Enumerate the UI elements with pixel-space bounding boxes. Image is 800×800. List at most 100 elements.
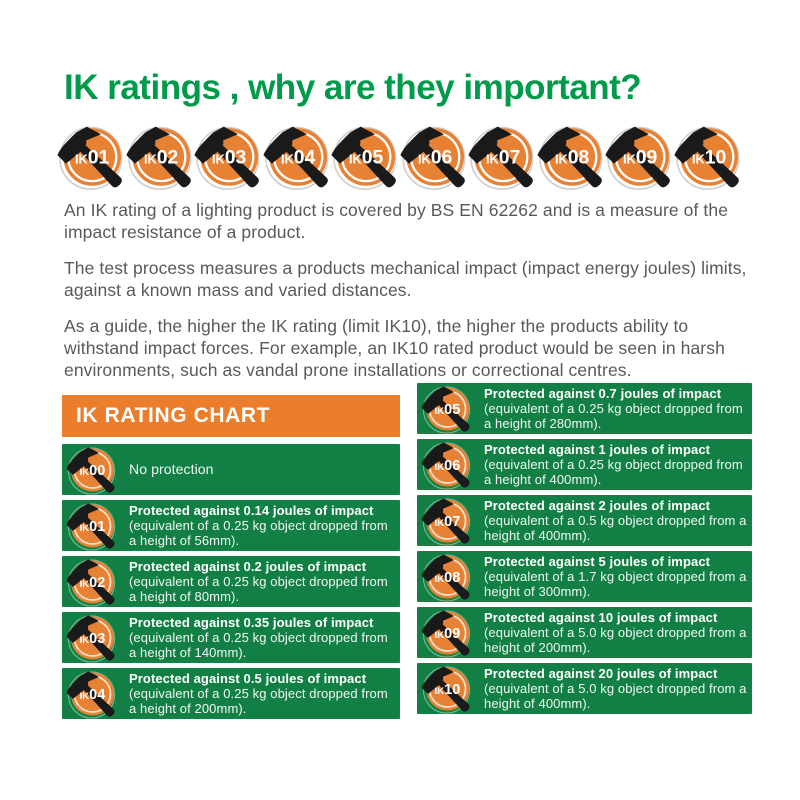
ik-badge-ik10: IK10 — [674, 121, 742, 193]
badge-slot: IK10 — [421, 664, 472, 714]
ik-badge-ik07: IK07 — [468, 121, 536, 193]
hammer-icon — [66, 446, 115, 493]
row-impact-text: Protected against 0.2 joules of impact — [129, 558, 367, 574]
intro-paragraph-1: An IK rating of a lighting product is co… — [64, 200, 729, 243]
ik-badge-icon: IK03 — [66, 614, 116, 663]
badge-label: IK00 — [80, 463, 106, 479]
badge-outer-ring — [67, 614, 116, 663]
intro-text-block: An IK rating of a lighting product is co… — [64, 199, 764, 395]
ik-badge-ik09: IK09 — [605, 121, 673, 193]
hammer-icon — [537, 126, 602, 188]
ik-badge-icon: IK06 — [400, 126, 466, 190]
badge-label: IK07 — [486, 147, 520, 169]
chart-header: IK RATING CHART — [62, 395, 400, 437]
badge-slot: IK02 — [66, 557, 117, 607]
ik-badge-icon: IK09 — [605, 126, 671, 190]
chart-column-left: IK RATING CHART IK00 No protection IK01 … — [62, 383, 400, 724]
hammer-icon — [421, 441, 470, 488]
row-impact-text: Protected against 0.5 joules of impact — [129, 670, 367, 686]
ik-rating-chart: IK RATING CHART IK00 No protection IK01 … — [62, 383, 752, 724]
row-equivalent-text: (equivalent of a 0.5 kg object dropped f… — [484, 512, 747, 544]
row-text: Protected against 0.5 joules of impact (… — [129, 671, 400, 717]
hammer-icon — [421, 665, 470, 712]
badge-outer-ring — [333, 126, 397, 190]
ik-badge-icon: IK10 — [421, 665, 471, 714]
ik-badge-icon: IK05 — [421, 385, 471, 434]
row-impact-text: Protected against 20 joules of impact — [484, 665, 718, 681]
badge-outer-ring — [422, 441, 471, 490]
badge-outer-ring — [607, 126, 671, 190]
badge-label: IK08 — [435, 570, 461, 586]
ik-badge-icon: IK10 — [674, 126, 740, 190]
ik-badge-ik04: IK04 — [263, 121, 331, 193]
badge-slot: IK03 — [66, 613, 117, 663]
badge-outer-ring — [422, 385, 471, 434]
badge-label: IK01 — [75, 147, 110, 169]
row-text: Protected against 5 joules of impact (eq… — [484, 554, 752, 600]
badge-outer-ring — [422, 609, 471, 658]
badge-label: IK04 — [281, 147, 316, 169]
ik-badge-icon: IK07 — [421, 497, 471, 546]
hammer-icon — [421, 497, 470, 544]
row-impact-text: Protected against 0.7 joules of impact — [484, 385, 722, 401]
ik-badge-ik05: IK05 — [331, 121, 399, 193]
badge-label: IK10 — [692, 147, 726, 169]
badge-label: IK02 — [80, 575, 106, 591]
row-text: Protected against 0.35 joules of impact … — [129, 615, 400, 661]
row-impact-text: Protected against 10 joules of impact — [484, 609, 718, 625]
ik-rating-row-ik01: IK01 Protected against 0.14 joules of im… — [62, 500, 400, 551]
badge-slot: IK09 — [421, 608, 472, 658]
row-equivalent-text: (equivalent of a 5.0 kg object dropped f… — [484, 624, 747, 656]
row-impact-text: Protected against 0.35 joules of impact — [129, 614, 374, 630]
ik-rating-row-ik05: IK05 Protected against 0.7 joules of imp… — [417, 383, 752, 434]
badge-label: IK05 — [435, 402, 461, 418]
hammer-icon — [468, 126, 534, 188]
intro-paragraph-3: As a guide, the higher the IK rating (li… — [64, 315, 725, 381]
ik-rating-row-ik00: IK00 No protection — [62, 444, 400, 495]
badge-slot: IK05 — [421, 384, 472, 434]
row-equivalent-text: (equivalent of a 0.25 kg object dropped … — [484, 400, 743, 432]
row-text: Protected against 10 joules of impact (e… — [484, 610, 752, 656]
hammer-icon — [421, 385, 470, 432]
hammer-icon — [331, 126, 397, 188]
hammer-icon — [66, 558, 115, 605]
badge-outer-ring — [67, 446, 116, 495]
badge-outer-ring — [470, 126, 534, 190]
ik-badge-icon: IK09 — [421, 609, 471, 658]
badge-outer-ring — [422, 665, 471, 714]
badge-slot: IK04 — [66, 669, 117, 719]
badge-label: IK03 — [80, 631, 106, 647]
ik-badge-icon: IK04 — [66, 670, 116, 719]
badge-label: IK06 — [435, 458, 461, 474]
badge-label: IK06 — [418, 147, 453, 169]
badge-slot: IK08 — [421, 552, 472, 602]
badge-label: IK02 — [144, 147, 179, 169]
row-equivalent-text: (equivalent of a 0.25 kg object dropped … — [129, 517, 388, 549]
badge-outer-ring — [401, 126, 466, 190]
badge-slot: IK06 — [421, 440, 472, 490]
ik-badge-ik02: IK02 — [125, 121, 194, 193]
row-text: Protected against 0.7 joules of impact (… — [484, 386, 752, 432]
row-equivalent-text: (equivalent of a 0.25 kg object dropped … — [129, 629, 388, 661]
badge-slot: IK00 — [66, 445, 117, 495]
row-equivalent-text: (equivalent of a 0.25 kg object dropped … — [484, 456, 743, 488]
row-equivalent-text: No protection — [129, 461, 214, 478]
badge-label: IK09 — [623, 147, 658, 169]
badge-label: IK08 — [555, 147, 590, 169]
ik-badge-strip: IK01 IK02 IK03 IK04 — [57, 121, 742, 195]
ik-badge-icon: IK01 — [57, 126, 123, 190]
badge-slot: IK07 — [421, 496, 472, 546]
row-text: Protected against 0.14 joules of impact … — [129, 503, 400, 549]
hammer-icon — [421, 553, 470, 600]
ik-badge-icon: IK08 — [421, 553, 471, 602]
ik-badge-icon: IK04 — [263, 126, 329, 190]
badge-label: IK05 — [349, 147, 384, 169]
row-impact-text: Protected against 0.14 joules of impact — [129, 502, 374, 518]
badge-outer-ring — [196, 126, 260, 190]
row-impact-text: Protected against 5 joules of impact — [484, 553, 711, 569]
ik-rating-row-ik09: IK09 Protected against 10 joules of impa… — [417, 607, 752, 658]
badge-outer-ring — [127, 126, 192, 190]
row-equivalent-text: (equivalent of a 5.0 kg object dropped f… — [484, 680, 747, 712]
badge-label: IK07 — [435, 514, 461, 530]
